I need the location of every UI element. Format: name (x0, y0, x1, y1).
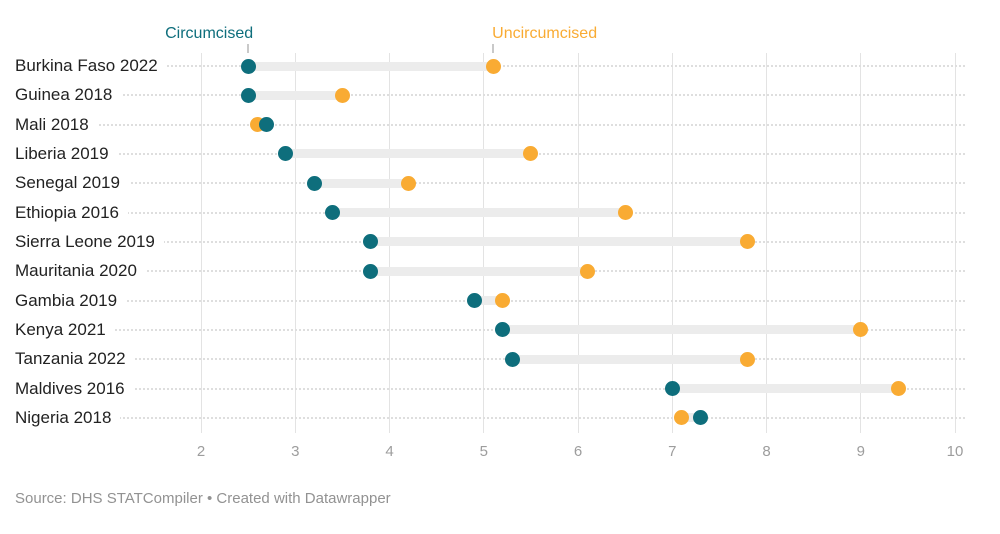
row-label: Mali 2018 (15, 112, 98, 137)
gridline (860, 53, 862, 433)
x-axis-tick-label: 7 (668, 443, 677, 460)
circumcised-dot[interactable] (495, 322, 511, 338)
connector-bar (681, 413, 701, 423)
row-leader-line (15, 416, 965, 419)
row-label: Liberia 2019 (15, 141, 118, 166)
uncircumcised-dot[interactable] (334, 87, 350, 103)
row-leader-line (15, 94, 965, 97)
circumcised-dot[interactable] (363, 234, 379, 250)
connector-bar (370, 237, 748, 247)
connector-bar (370, 266, 588, 276)
row-label: Sierra Leone 2019 (15, 229, 164, 254)
row-label: Senegal 2019 (15, 171, 129, 196)
x-axis-tick-label: 8 (762, 443, 771, 460)
circumcised-dot[interactable] (240, 87, 256, 103)
connector-bar (248, 61, 494, 71)
uncircumcised-dot[interactable] (890, 381, 906, 397)
circumcised-dot[interactable] (504, 351, 520, 367)
row-leader-line (15, 328, 965, 331)
x-axis-tick-label: 3 (291, 443, 300, 460)
connector-bar (672, 384, 899, 394)
circumcised-dot[interactable] (240, 58, 256, 74)
circumcised-dot[interactable] (259, 117, 275, 133)
row-label: Mauritania 2020 (15, 259, 146, 284)
connector-bar (474, 296, 503, 306)
x-axis-tick-label: 4 (385, 443, 394, 460)
circumcised-dot[interactable] (306, 175, 322, 191)
uncircumcised-dot[interactable] (523, 146, 539, 162)
uncircumcised-dot[interactable] (740, 351, 756, 367)
uncircumcised-dot[interactable] (617, 205, 633, 221)
gridline (766, 53, 767, 433)
x-axis-tick-label: 6 (573, 443, 583, 460)
uncircumcised-dot[interactable] (740, 234, 756, 250)
row-leader-line (15, 123, 965, 126)
gridline (294, 53, 296, 433)
uncircumcised-dot[interactable] (674, 410, 690, 426)
uncircumcised-dot[interactable] (579, 263, 595, 279)
gridline (200, 53, 202, 433)
gridline (954, 53, 956, 433)
x-axis-tick-label: 5 (479, 443, 488, 460)
row-label: Maldives 2016 (15, 376, 134, 401)
circumcised-dot[interactable] (466, 293, 482, 309)
uncircumcised-dot[interactable] (400, 175, 416, 191)
circumcised-dot[interactable] (693, 410, 709, 426)
legend-tick-circumcised (247, 44, 250, 53)
row-label: Nigeria 2018 (15, 405, 121, 430)
connector-bar (332, 208, 626, 218)
row-label: Gambia 2019 (15, 288, 127, 313)
row-label: Burkina Faso 2022 (15, 54, 167, 78)
row-label: Guinea 2018 (15, 83, 122, 108)
row-leader-line (15, 387, 965, 390)
x-axis-tick-label: 10 (946, 443, 964, 460)
uncircumcised-dot[interactable] (485, 58, 501, 74)
circumcised-dot[interactable] (664, 381, 680, 397)
legend-label-uncircumcised: Uncircumcised (492, 25, 598, 42)
uncircumcised-dot[interactable] (853, 322, 869, 338)
connector-bar (285, 149, 531, 159)
circumcised-dot[interactable] (325, 205, 341, 221)
row-leader-line (15, 358, 965, 361)
connector-bar (248, 90, 343, 100)
source-attribution: Source: DHS STATCompiler • Created with … (15, 490, 391, 507)
connector-bar (314, 178, 409, 188)
x-axis-tick-label: 2 (196, 443, 206, 460)
legend-label-circumcised: Circumcised (165, 25, 254, 42)
row-label: Ethiopia 2016 (15, 200, 128, 225)
row-label: Kenya 2021 (15, 317, 115, 342)
x-axis-tick-label: 9 (856, 443, 865, 460)
legend-tick-uncircumcised (492, 44, 495, 53)
uncircumcised-dot[interactable] (495, 293, 511, 309)
circumcised-dot[interactable] (278, 146, 294, 162)
circumcised-dot[interactable] (363, 263, 379, 279)
connector-bar (512, 354, 748, 364)
connector-bar (502, 325, 861, 335)
row-leader-line (15, 182, 965, 185)
row-label: Tanzania 2022 (15, 347, 135, 372)
